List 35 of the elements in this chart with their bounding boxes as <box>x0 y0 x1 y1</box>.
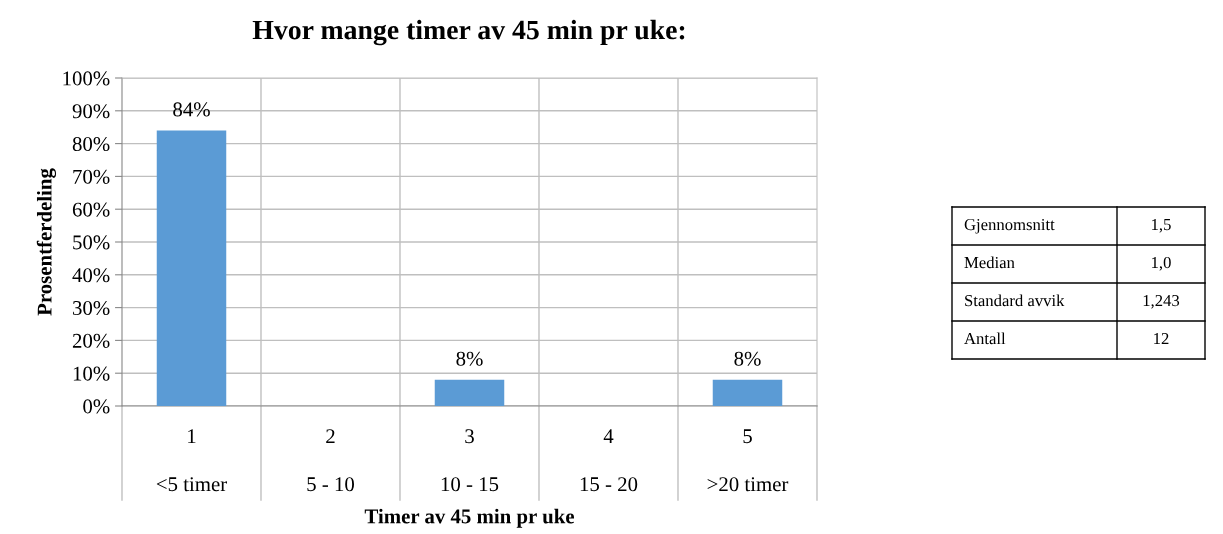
text: 12 <box>1154 332 1169 345</box>
y-axis-title: Prosentferdeling <box>36 168 57 316</box>
y-tick-label: 50% <box>73 235 110 250</box>
y-tick-label: 0% <box>83 399 110 414</box>
x-tick-label: 2 <box>326 429 335 444</box>
text: 10 - 15 <box>441 477 499 492</box>
text: 1,0 <box>1152 256 1171 271</box>
y-tick-label: 20% <box>72 333 110 348</box>
x-tick-label: 1 <box>188 429 196 444</box>
y-tick-label: 40% <box>72 268 110 283</box>
text: 1,5 <box>1152 219 1171 233</box>
y-tick-label: 80% <box>72 136 110 152</box>
y-tick-label: 100% <box>63 71 110 86</box>
text: 1,243 <box>1143 294 1180 309</box>
y-tick-label: 70% <box>73 169 110 184</box>
data-label: 8% <box>456 351 483 366</box>
data-label: 8% <box>734 351 761 366</box>
x-tick-label: 4 <box>603 429 614 444</box>
y-tick-label: 60% <box>72 202 110 217</box>
text: Median <box>964 256 1015 269</box>
text: >20 timer <box>707 477 789 492</box>
text: 15 - 20 <box>580 477 638 492</box>
text: Standard avvik <box>965 294 1065 307</box>
y-tick-label: 30% <box>73 300 110 316</box>
x-axis-title: Timer av 45 min pr uke <box>364 508 575 528</box>
y-tick-label: 10% <box>73 366 110 381</box>
text: 5 - 10 <box>307 477 355 492</box>
x-tick-label: 3 <box>465 429 474 444</box>
data-label: 84% <box>173 102 210 117</box>
chart-title: Hvor mange timer av 45 min pr uke: <box>252 19 685 46</box>
y-tick-label: 90% <box>72 104 110 119</box>
text: <5 timer <box>156 477 227 492</box>
text: Gjennomsnitt <box>964 218 1055 234</box>
x-tick-label: 5 <box>743 429 752 444</box>
text: Antall <box>964 332 1006 345</box>
